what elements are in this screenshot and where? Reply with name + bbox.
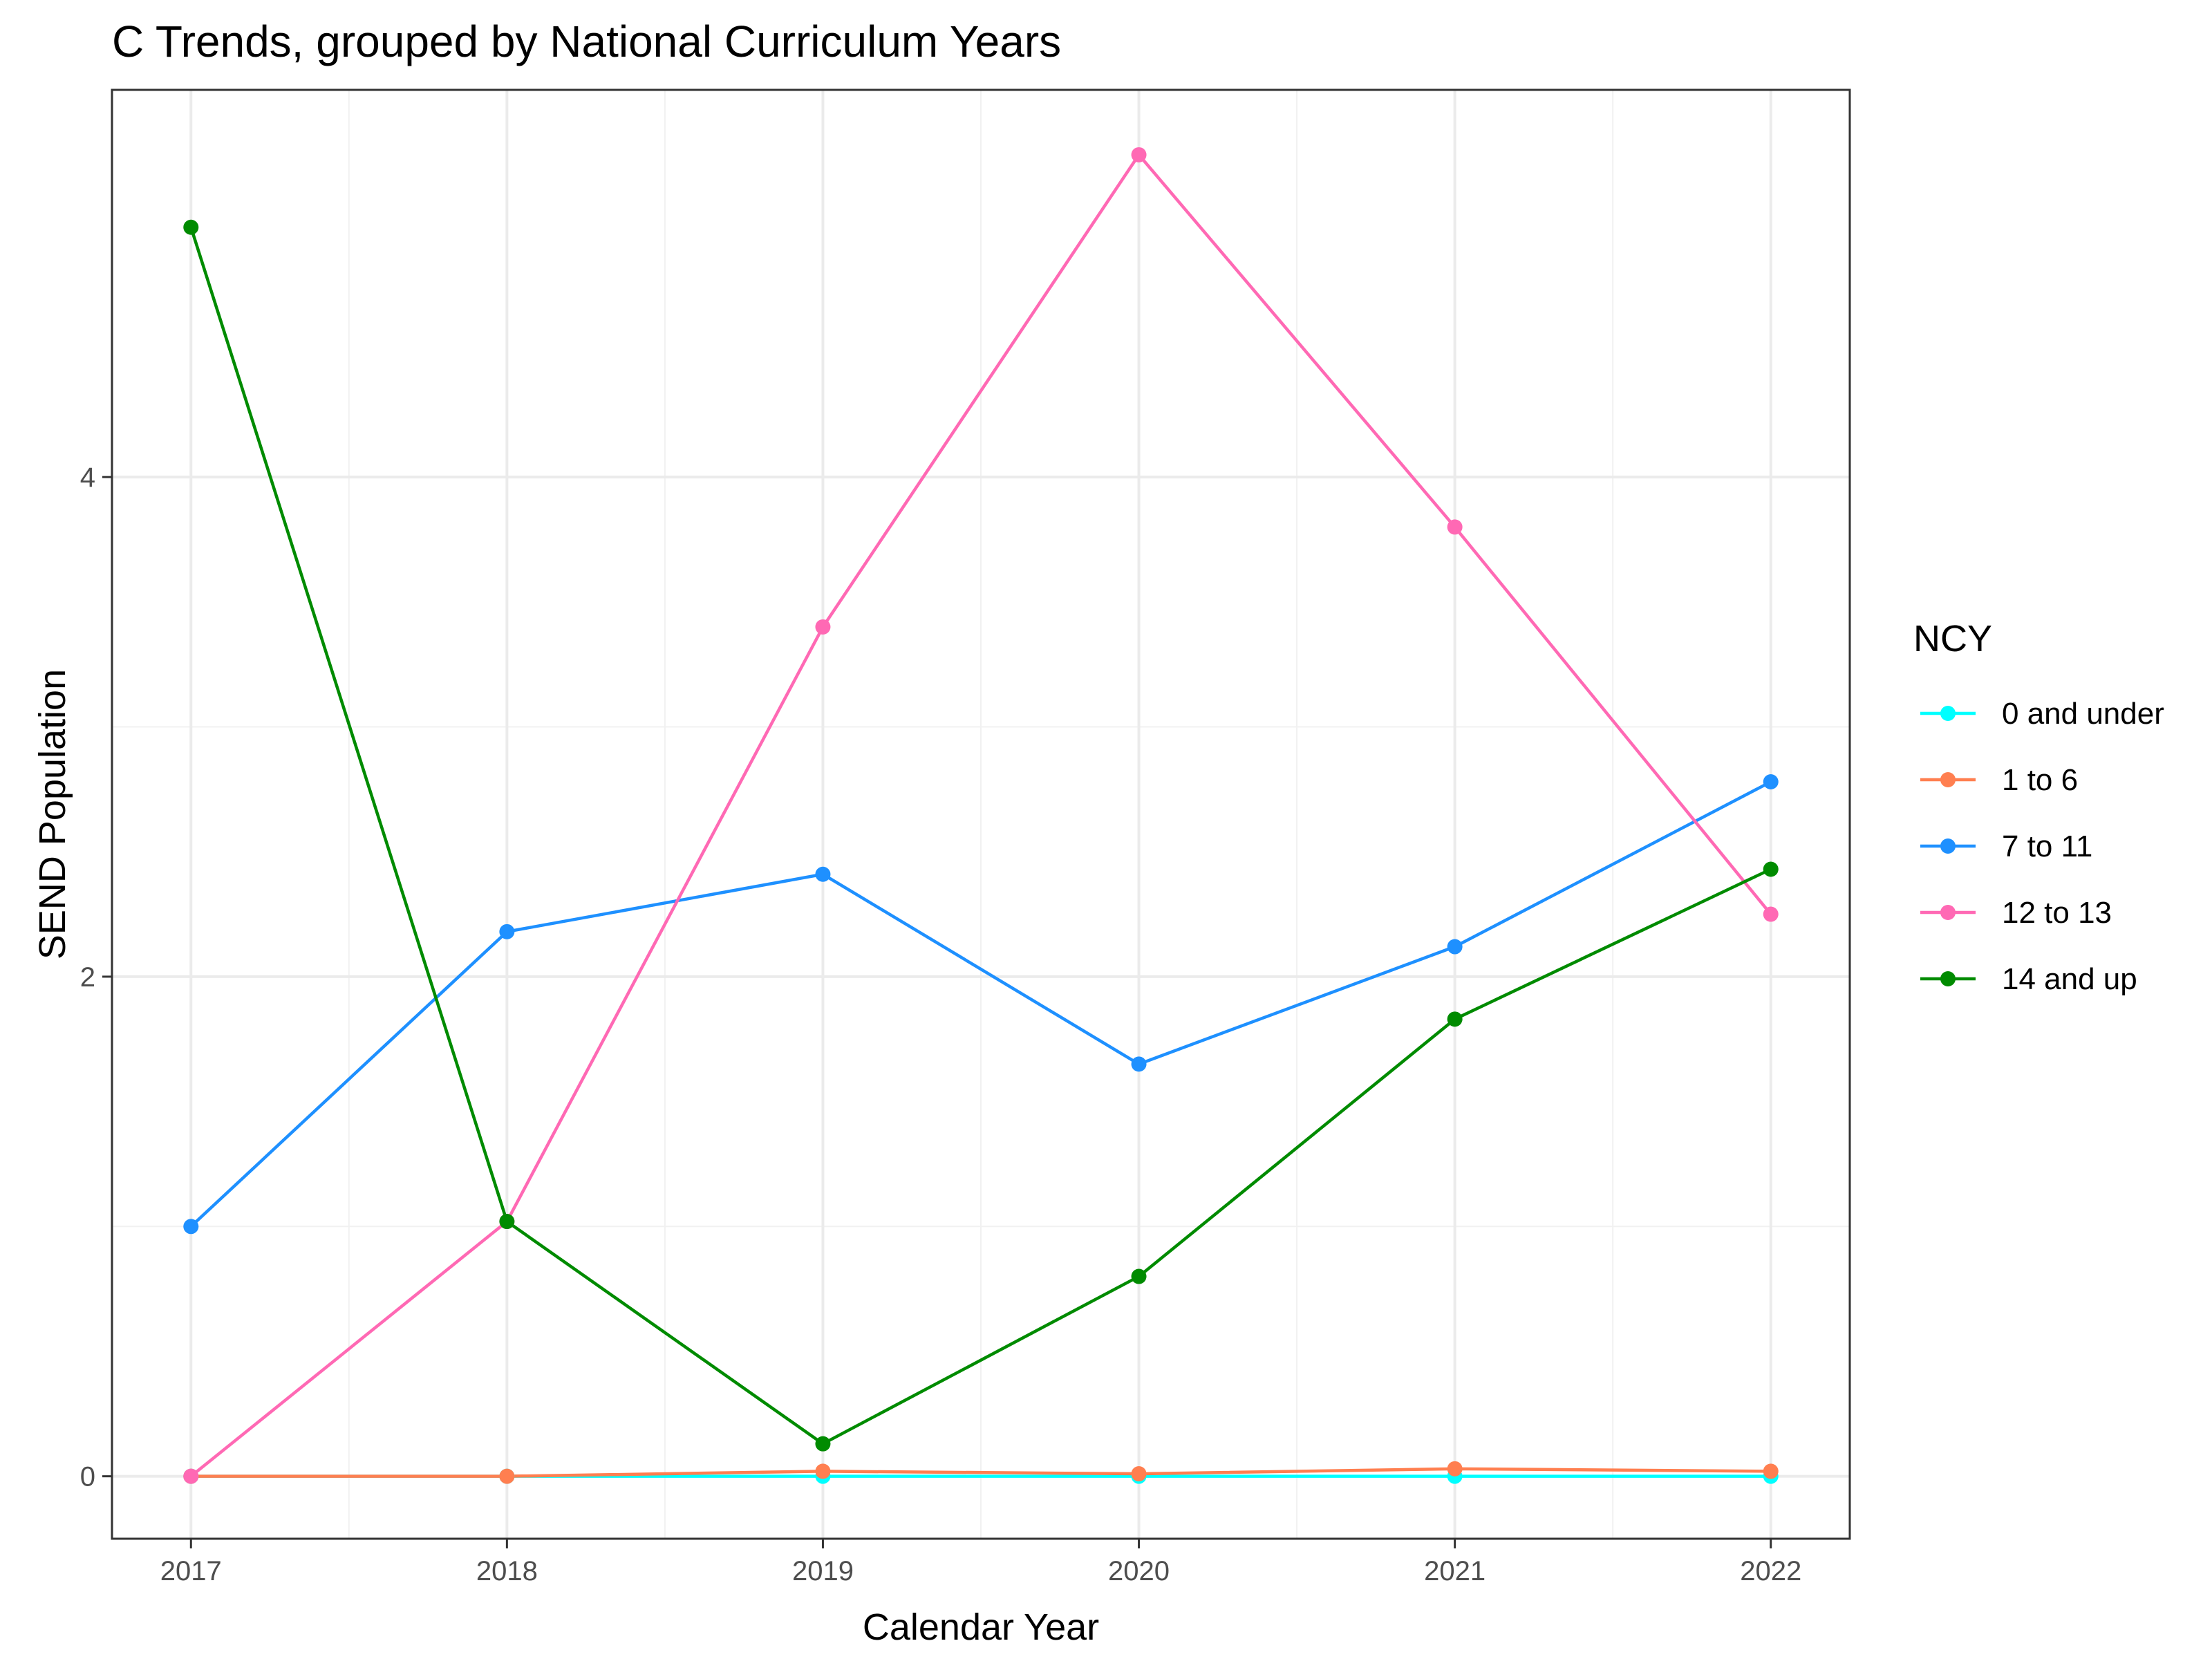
x-tick-label: 2017 <box>160 1556 222 1586</box>
x-axis-ticks: 2017 2018 2019 2020 2021 2022 <box>160 1539 1801 1586</box>
x-tick-label: 2019 <box>792 1556 854 1586</box>
x-tick-label: 2021 <box>1424 1556 1485 1586</box>
data-point-series-4 <box>1763 906 1779 922</box>
data-point-series-5 <box>183 219 199 235</box>
data-point-series-3 <box>1131 1056 1147 1072</box>
data-point-series-4 <box>1447 519 1463 535</box>
x-tick-label: 2022 <box>1740 1556 1801 1586</box>
series-line-4 <box>189 153 1772 1478</box>
series-line-2 <box>191 1467 1771 1478</box>
data-point-series-2 <box>499 1468 515 1484</box>
grid-minor <box>112 90 1850 1539</box>
series-line-3 <box>189 780 1772 1228</box>
legend-label: 14 and up <box>2002 962 2137 996</box>
y-axis-label: SEND Population <box>32 669 73 959</box>
legend-title: NCY <box>1913 618 1992 659</box>
legend-key-point <box>1940 706 1956 721</box>
data-point-series-3 <box>1447 939 1463 955</box>
legend-items: 0 and under 1 to 6 7 to 11 12 to 13 14 and u… <box>1920 697 2164 996</box>
data-point-series-5 <box>1131 1268 1147 1284</box>
data-point-series-3 <box>499 924 515 939</box>
data-point-series-4 <box>1131 147 1147 162</box>
data-point-series-3 <box>815 866 831 882</box>
x-tick-label: 2020 <box>1108 1556 1170 1586</box>
data-point-series-5 <box>1447 1011 1463 1027</box>
y-axis-ticks: 0 2 4 <box>80 462 112 1492</box>
data-point-series-5 <box>499 1214 515 1230</box>
legend-label: 12 to 13 <box>2002 896 2112 930</box>
legend: NCY 0 and under 1 to 6 7 to 11 12 to 13 14 a… <box>1913 618 2164 996</box>
plot-border <box>111 88 1851 1540</box>
y-tick-label: 4 <box>80 462 95 493</box>
data-point-series-4 <box>815 619 831 635</box>
x-axis-label: Calendar Year <box>863 1606 1099 1648</box>
data-point-series-5 <box>1763 861 1779 877</box>
legend-key-point <box>1940 905 1956 920</box>
data-point-series-3 <box>183 1219 199 1235</box>
series-line-5 <box>189 227 1772 1445</box>
x-tick-label: 2018 <box>476 1556 538 1586</box>
data-point-series-2 <box>1763 1463 1779 1479</box>
data-point-series-2 <box>1131 1466 1147 1482</box>
series-points <box>183 147 1779 1484</box>
data-point-series-5 <box>815 1436 831 1452</box>
data-point-series-2 <box>1447 1461 1463 1477</box>
y-tick-label: 2 <box>80 962 95 993</box>
chart-title: C Trends, grouped by National Curriculum… <box>112 17 1061 66</box>
series-lines <box>189 153 1772 1478</box>
legend-key-point <box>1940 838 1956 854</box>
legend-label: 0 and under <box>2002 697 2164 731</box>
legend-key-point <box>1940 772 1956 787</box>
data-point-series-4 <box>183 1468 199 1484</box>
legend-label: 1 to 6 <box>2002 763 2078 797</box>
legend-key-point <box>1940 971 1956 986</box>
y-tick-label: 0 <box>80 1462 95 1492</box>
data-point-series-3 <box>1763 774 1779 790</box>
legend-label: 7 to 11 <box>2002 830 2092 863</box>
data-point-series-2 <box>815 1463 831 1479</box>
